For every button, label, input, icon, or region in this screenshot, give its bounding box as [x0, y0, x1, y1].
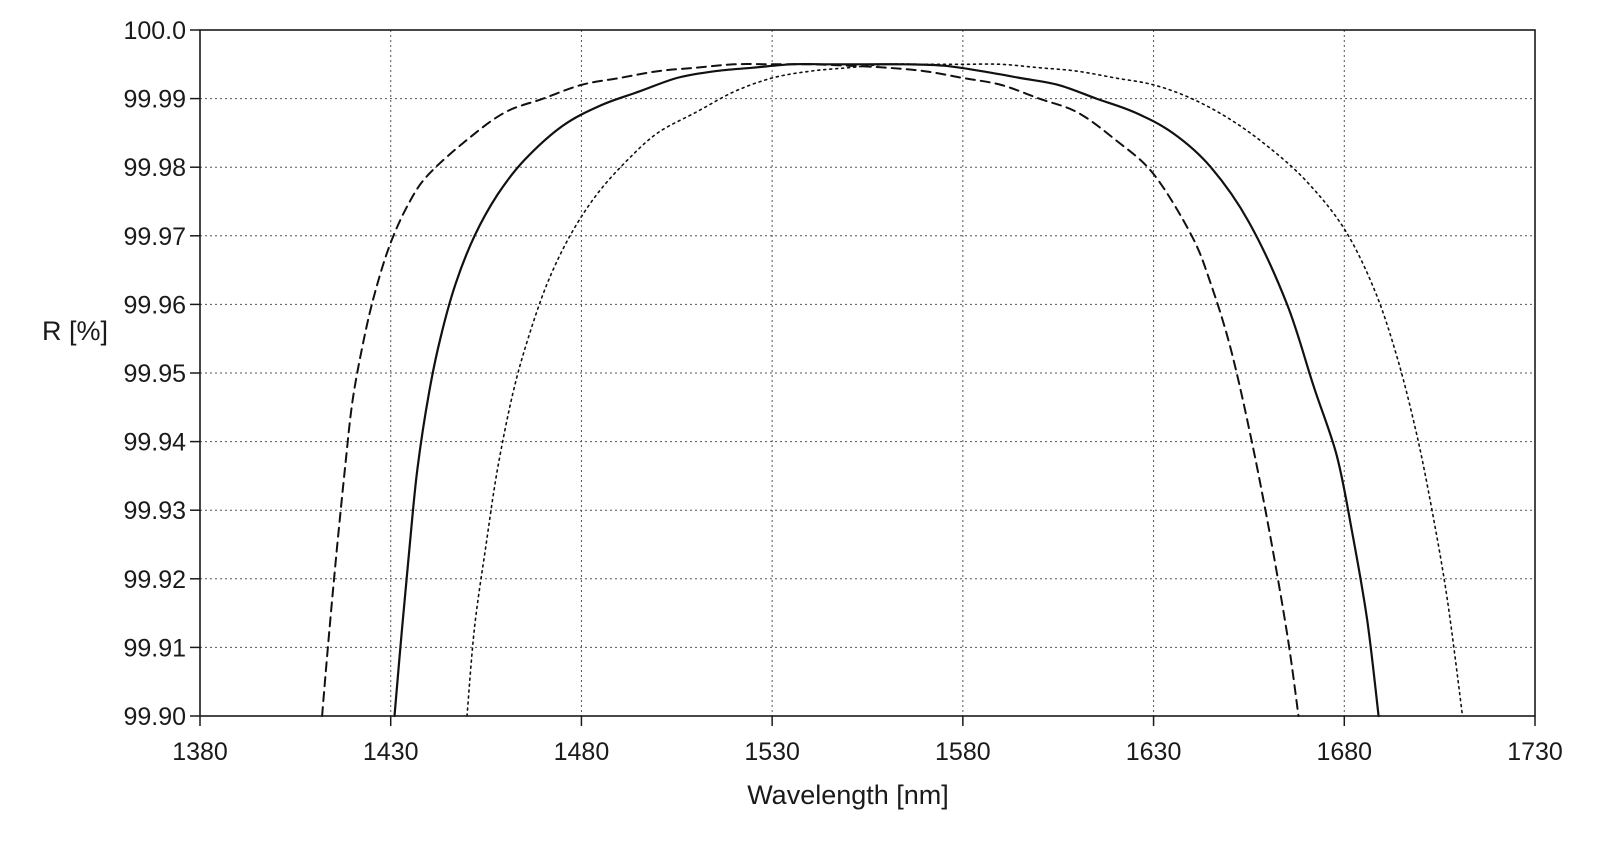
x-tick-label: 1630: [1126, 738, 1182, 766]
x-tick-label: 1430: [363, 738, 419, 766]
y-tick-label: 99.96: [123, 291, 186, 319]
grid: [200, 30, 1535, 716]
axis-ticks: [190, 29, 1536, 726]
y-tick-label: 99.93: [123, 497, 186, 525]
x-tick-label: 1380: [172, 738, 228, 766]
x-tick-label: 1730: [1507, 738, 1563, 766]
y-tick-label: 99.90: [123, 703, 186, 731]
y-tick-label: 99.98: [123, 154, 186, 182]
y-tick-label: 100.0: [123, 17, 186, 45]
series-line-dotted: [466, 63, 1464, 717]
y-tick-label: 99.91: [123, 634, 186, 662]
y-tick-label: 99.92: [123, 566, 186, 594]
series-line-solid: [393, 62, 1380, 718]
tick-labels: 1380 1430 1480 1530 1580 1630 1680 1730 99.90 99.…: [123, 17, 1562, 766]
y-tick-label: 99.95: [123, 360, 186, 388]
series-group: [321, 62, 1464, 718]
x-tick-label: 1530: [744, 738, 800, 766]
y-tick-label: 99.97: [123, 223, 186, 251]
y-axis-title: R [%]: [42, 316, 108, 346]
series-line-dashed: [321, 63, 1300, 717]
x-tick-label: 1580: [935, 738, 991, 766]
x-tick-label: 1480: [554, 738, 610, 766]
y-tick-label: 99.94: [123, 429, 186, 457]
y-tick-label: 99.99: [123, 86, 186, 114]
x-tick-label: 1680: [1316, 738, 1372, 766]
x-axis-title: Wavelength [nm]: [747, 780, 949, 810]
